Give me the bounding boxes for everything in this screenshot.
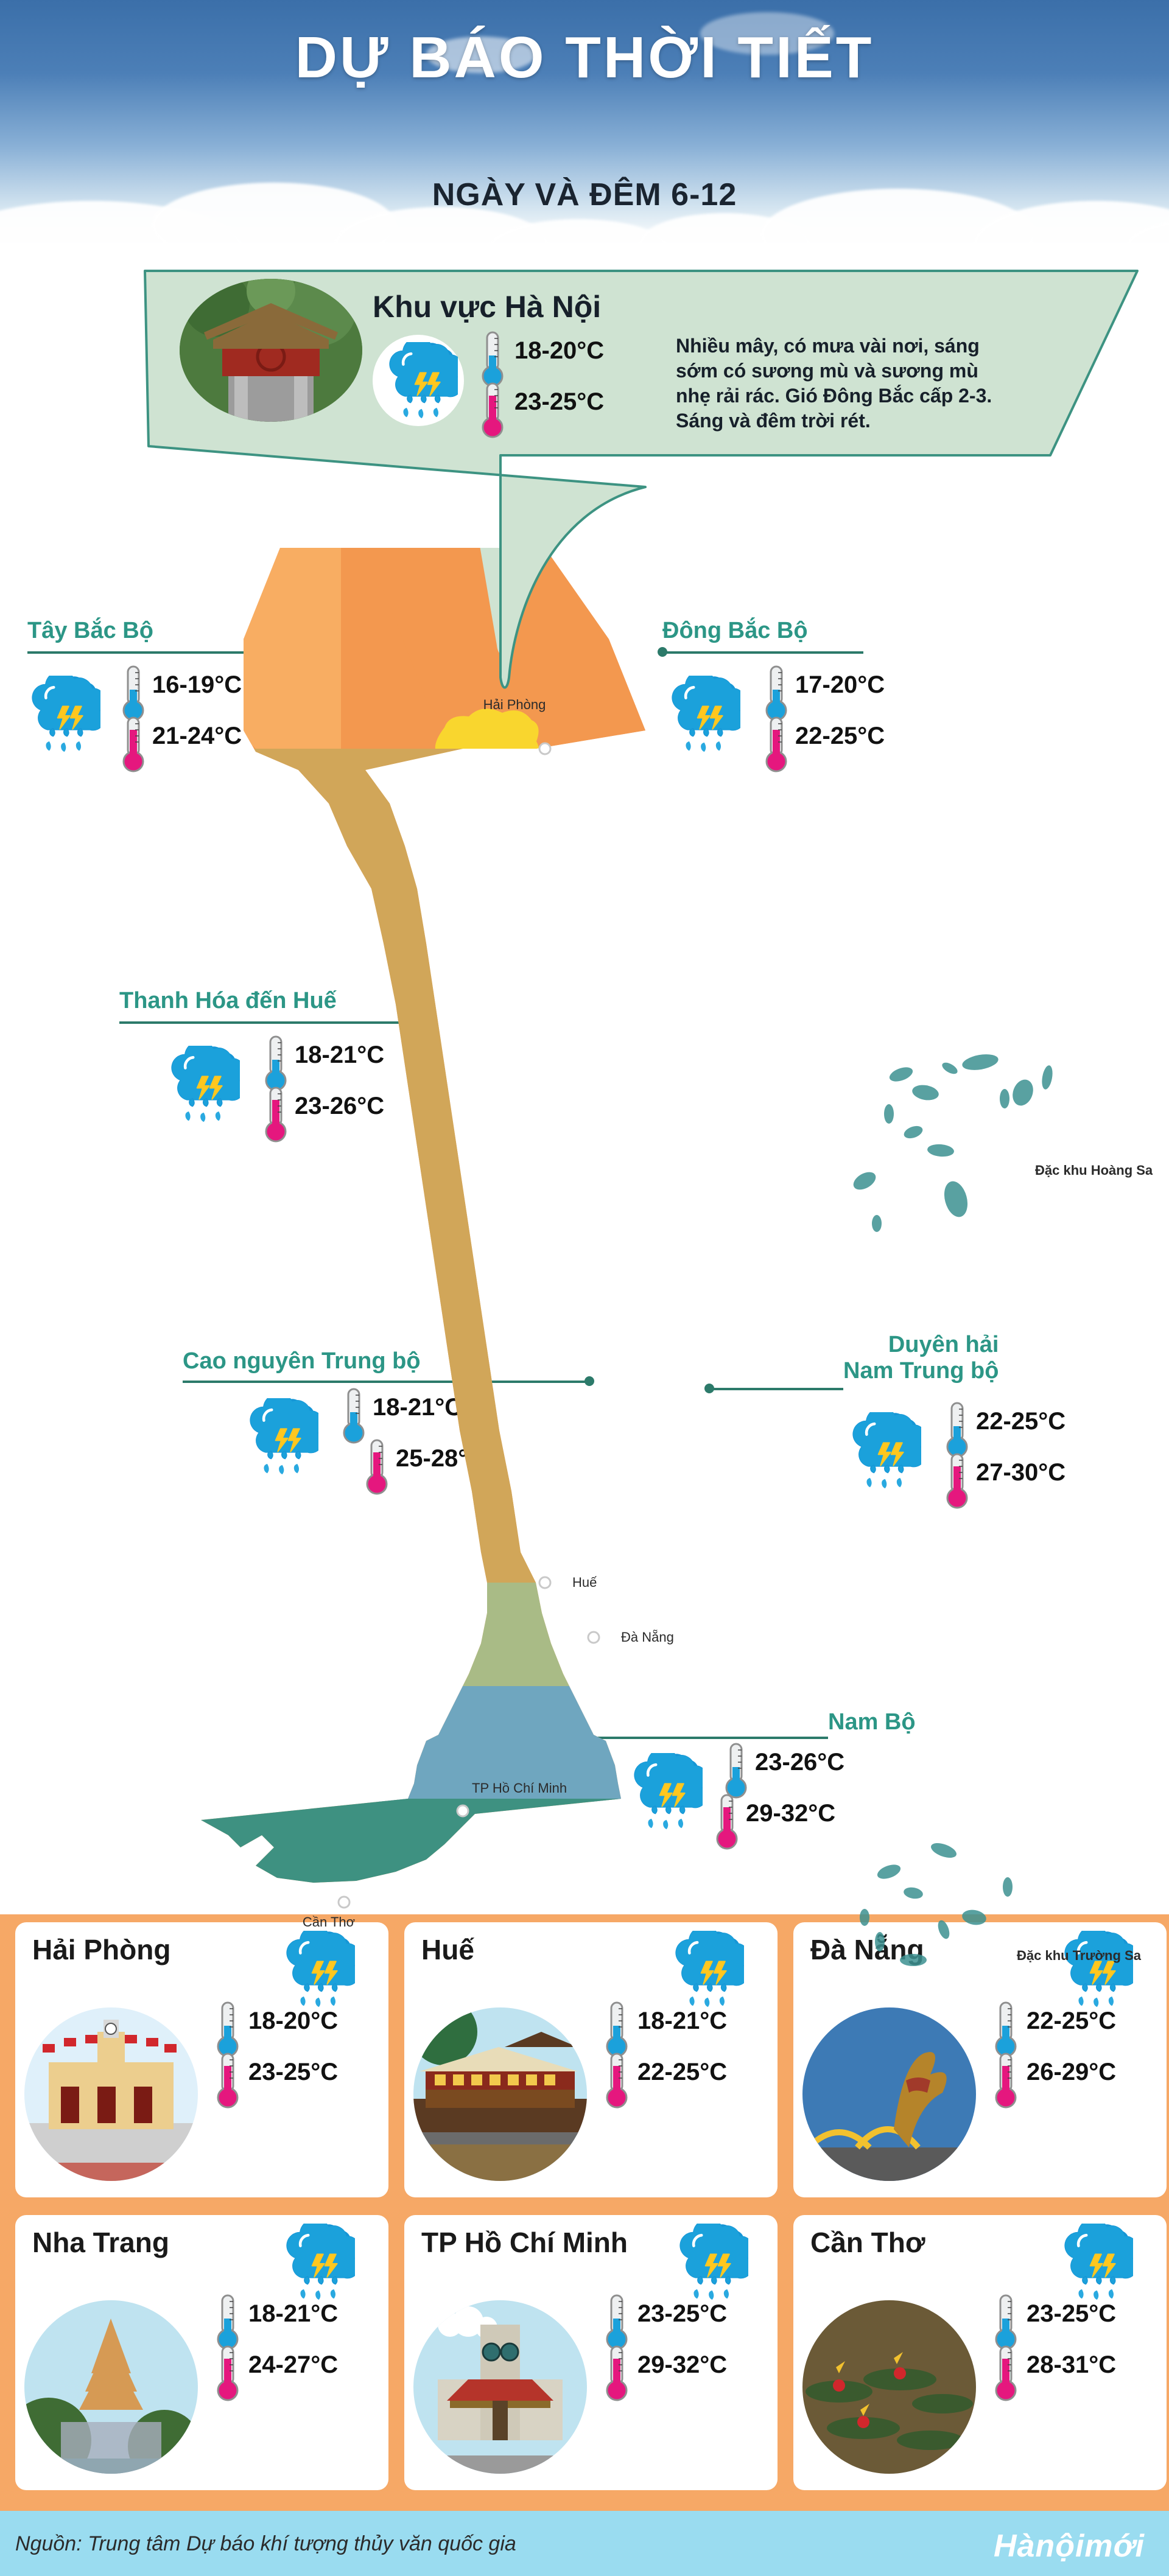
svg-text:Đặc khu Trường Sa: Đặc khu Trường Sa [1017,1948,1142,1963]
svg-text:Đặc khu Hoàng Sa: Đặc khu Hoàng Sa [1035,1163,1153,1178]
svg-text:Huế: Huế [572,1575,597,1590]
svg-text:Cần Thơ: Cần Thơ [303,1914,355,1930]
svg-text:Đà Nẵng: Đà Nẵng [621,1629,674,1645]
svg-text:TP Hồ Chí Minh: TP Hồ Chí Minh [472,1780,567,1796]
